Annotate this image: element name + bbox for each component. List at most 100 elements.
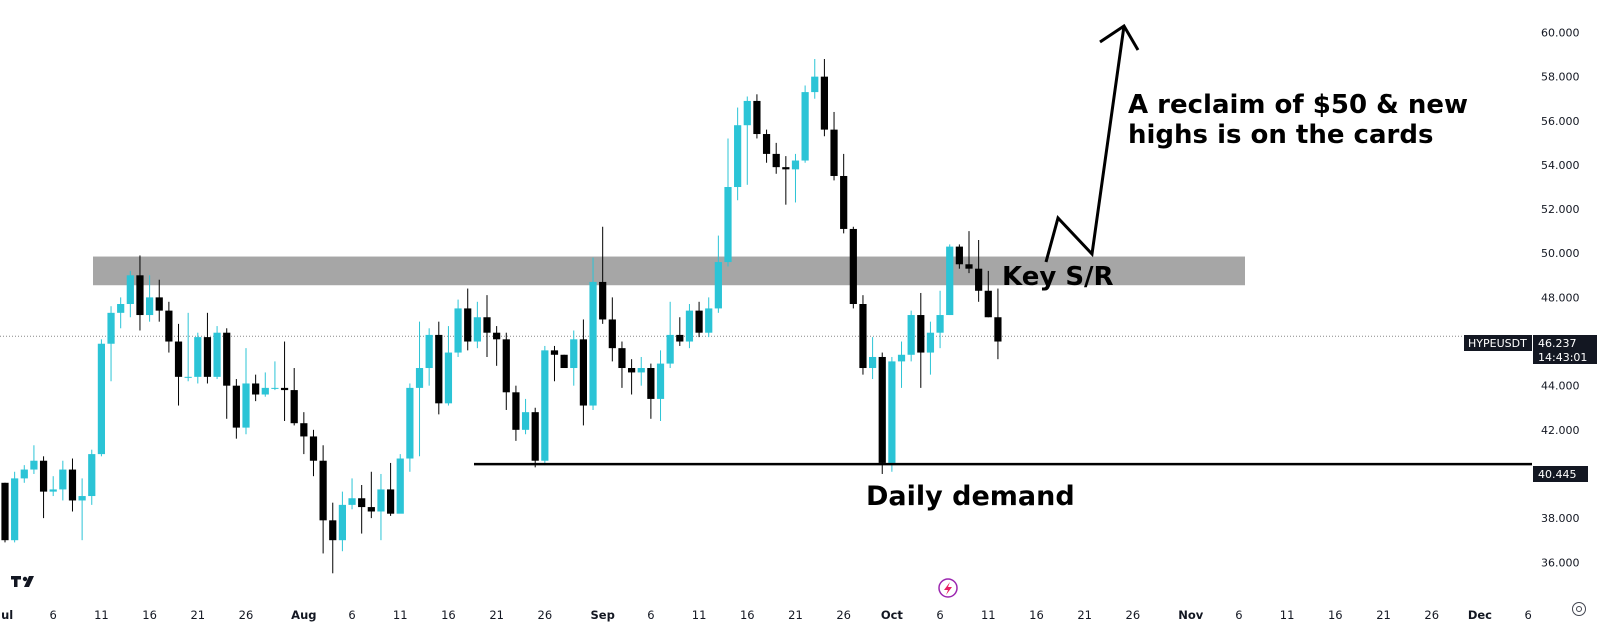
candle <box>955 244 963 269</box>
symbol-label: HYPEUSDT <box>1468 337 1527 350</box>
demand-price-badge: 40.445 <box>1533 466 1588 482</box>
x-tick-label: 26 <box>1424 608 1439 622</box>
x-tick-label: 21 <box>1376 608 1391 622</box>
last-price-value: 46.237 <box>1538 337 1577 350</box>
candle-body <box>396 458 404 514</box>
candle <box>589 257 597 410</box>
candle <box>30 445 38 474</box>
price-axis[interactable]: 60.000 58.000 56.000 54.000 52.000 50.000 48.0… <box>1541 27 1580 570</box>
candle-body <box>261 387 269 395</box>
candle <box>165 301 173 353</box>
x-tick-label: 26 <box>239 608 254 622</box>
candle-body <box>869 356 877 369</box>
candle <box>473 301 481 349</box>
x-tick-label: 6 <box>348 608 355 622</box>
candle <box>319 445 327 554</box>
time-axis[interactable]: Jul 6 11 16 21 26 Aug 6 11 16 21 26 Sep 6 11 16 21 26 Oct 6… <box>0 608 1532 622</box>
candle-body <box>541 350 549 461</box>
x-tick-label: Jul <box>0 608 13 622</box>
candle <box>194 332 202 384</box>
candle <box>11 471 19 543</box>
candle-body <box>772 153 780 168</box>
candle-body <box>280 387 289 391</box>
candle <box>608 297 616 362</box>
candle <box>387 462 395 516</box>
candle <box>444 326 453 406</box>
y-tick-label: 60.000 <box>1541 27 1580 40</box>
settings-gear-icon[interactable] <box>1572 602 1586 616</box>
candle <box>753 94 761 139</box>
candle-body <box>338 504 346 541</box>
candle <box>367 471 375 519</box>
x-tick-label: 16 <box>142 608 157 622</box>
candle-body <box>637 368 645 373</box>
candle <box>907 310 915 362</box>
candle <box>801 85 809 163</box>
candle-body <box>30 460 38 470</box>
candle <box>849 226 857 309</box>
symbol-badge: HYPEUSDT <box>1464 335 1532 351</box>
candle <box>830 111 838 181</box>
candle-body <box>309 436 318 461</box>
x-tick-label: 6 <box>1524 608 1531 622</box>
candle-body <box>888 361 896 463</box>
candle-body <box>377 489 385 512</box>
candle <box>1 482 9 543</box>
x-tick-label: 11 <box>692 608 707 622</box>
lightning-icon[interactable] <box>938 578 958 598</box>
candle-body <box>300 423 308 437</box>
candle <box>261 372 269 397</box>
candle-body <box>165 310 173 342</box>
candle <box>309 429 318 477</box>
y-tick-label: 52.000 <box>1541 203 1580 216</box>
candle <box>435 321 443 415</box>
candle-body <box>232 385 240 428</box>
candle-body <box>290 390 298 424</box>
candle <box>724 138 732 267</box>
x-tick-label: Oct <box>881 608 904 622</box>
candle-body <box>252 383 260 395</box>
candle-body <box>878 356 886 463</box>
candle <box>656 350 665 421</box>
candle-body <box>39 460 48 492</box>
candle-body <box>666 334 674 364</box>
candle-body <box>49 489 57 492</box>
x-tick-label: 6 <box>936 608 943 622</box>
candle-body <box>502 339 510 393</box>
candle-body <box>782 167 790 170</box>
x-tick-label: 16 <box>441 608 456 622</box>
candle <box>252 374 260 402</box>
x-tick-label: 6 <box>50 608 57 622</box>
candle-body <box>994 317 1002 342</box>
candle <box>946 244 954 316</box>
sr-zone-layer <box>93 256 1245 286</box>
candle <box>975 239 983 302</box>
candle <box>107 306 115 382</box>
candle-body <box>811 76 819 93</box>
sr-zone-0 <box>93 256 1245 286</box>
candle <box>300 412 308 455</box>
candles-layer <box>1 58 1002 574</box>
candle-body <box>975 268 983 291</box>
candle <box>878 352 886 474</box>
countdown-value: 14:43:01 <box>1538 351 1587 364</box>
candle <box>618 341 626 388</box>
candle <box>550 345 559 382</box>
x-tick-label: 16 <box>1328 608 1343 622</box>
candle <box>888 356 896 472</box>
candle <box>705 297 713 338</box>
candle <box>290 368 298 426</box>
x-tick-label: 26 <box>1126 608 1141 622</box>
candle <box>280 341 289 421</box>
candle <box>203 312 212 384</box>
candle <box>936 290 944 349</box>
candle-body <box>107 312 115 344</box>
candle-body <box>859 304 867 369</box>
candle <box>869 337 877 380</box>
candle-body <box>743 100 751 126</box>
candle-body <box>705 308 713 333</box>
candle-body <box>184 376 192 378</box>
candle-body <box>1 482 9 541</box>
candle <box>174 323 183 406</box>
